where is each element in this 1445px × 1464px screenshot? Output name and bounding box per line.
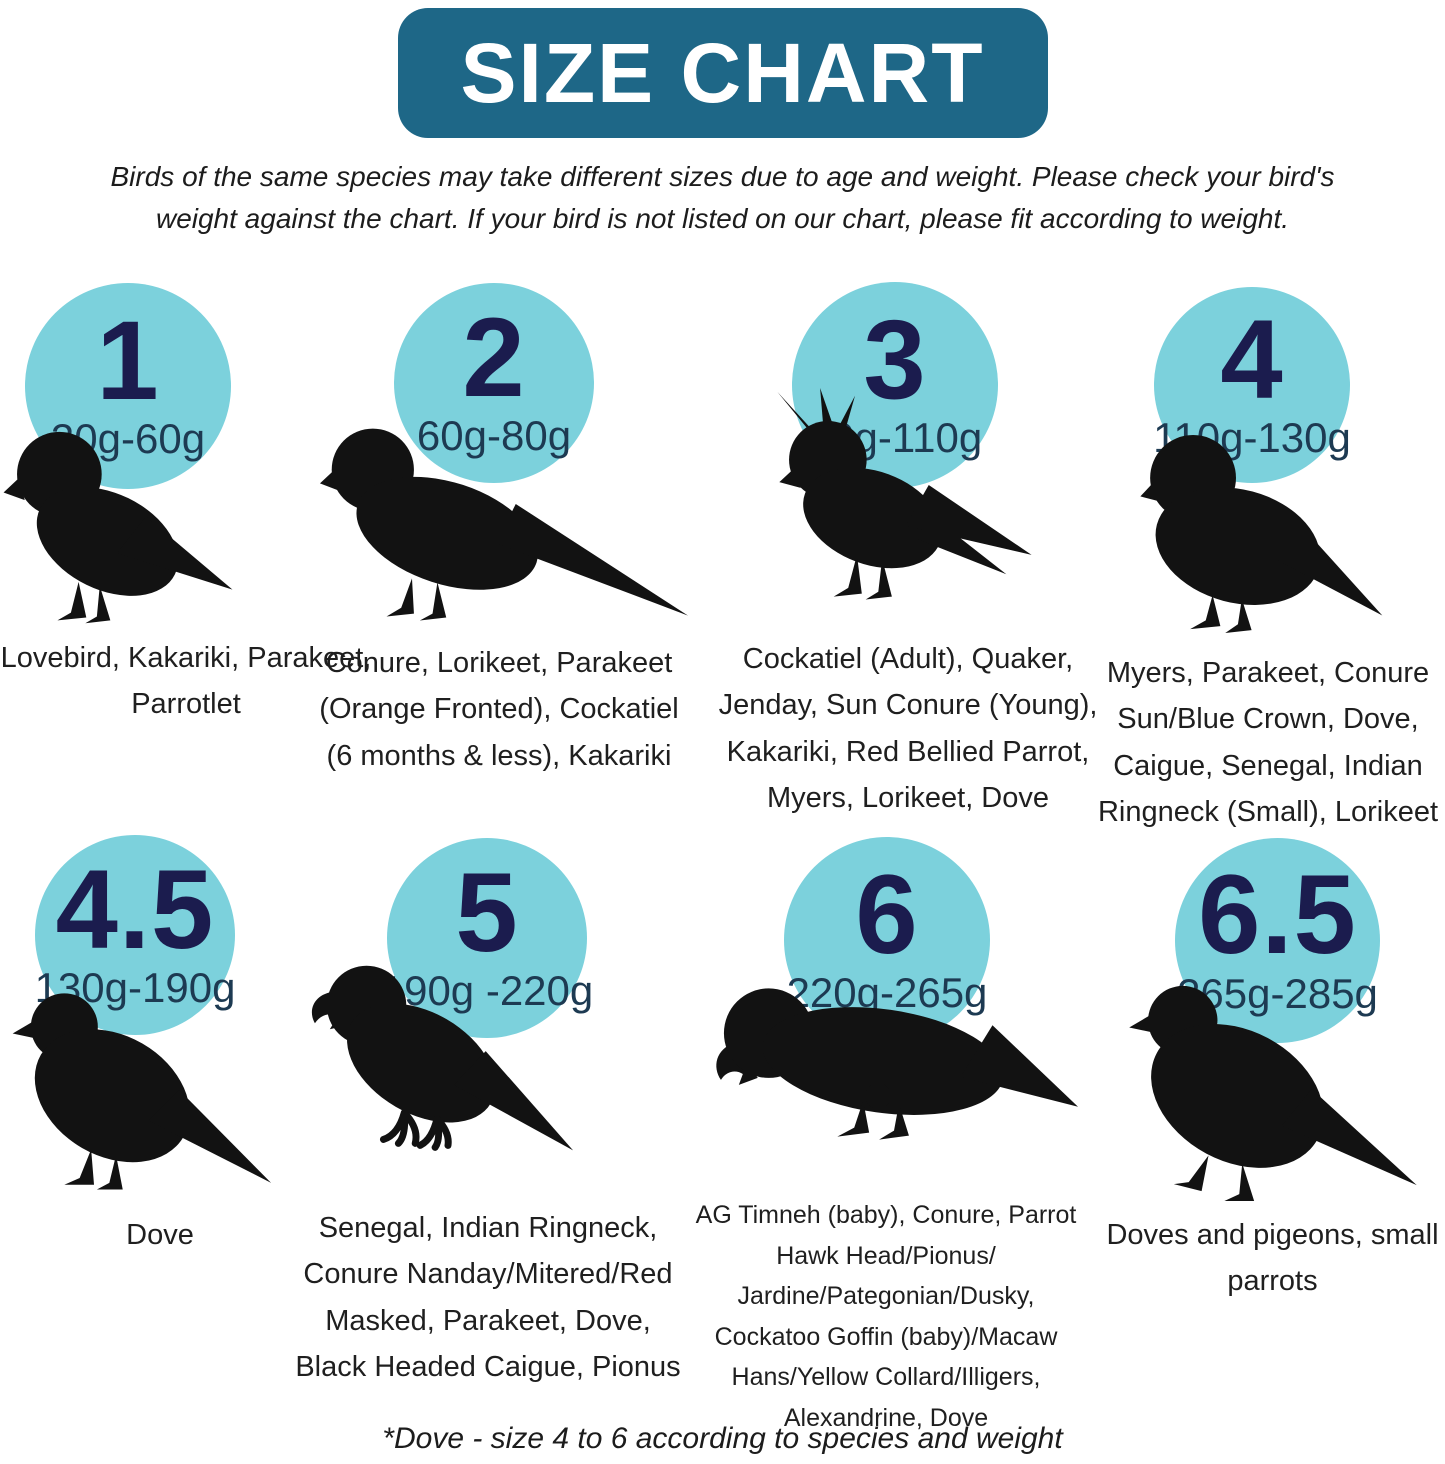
feeding-parrot-silhouette-icon xyxy=(716,988,1079,1140)
small-parrot-silhouette-icon xyxy=(1140,434,1383,633)
size-number: 6.5 xyxy=(1198,852,1357,978)
footnote: *Dove - size 4 to 6 according to species… xyxy=(382,1422,1063,1455)
cockatiel-silhouette-icon xyxy=(777,388,1032,600)
size-number: 5 xyxy=(455,849,519,975)
page-title: SIZE CHART xyxy=(460,25,985,120)
dove-silhouette-icon xyxy=(12,993,272,1190)
size-2-badge: 2 60g-80g xyxy=(394,283,594,483)
title-banner: SIZE CHART xyxy=(397,8,1048,138)
species-list: Dove xyxy=(126,1219,194,1251)
size-6-badge: 6 220g-265g xyxy=(784,837,990,1043)
weight-range: 220g-265g xyxy=(786,969,988,1017)
species-list: Doves and pigeons, small parrots xyxy=(1106,1219,1439,1298)
conure-silhouette-icon xyxy=(319,428,689,621)
species-list: Conure, Lorikeet, Parakeet (Orange Front… xyxy=(319,647,679,772)
size-number: 1 xyxy=(96,297,160,423)
weight-range: 60g-80g xyxy=(416,412,572,460)
size-4-badge: 4 110g-130g xyxy=(1153,287,1351,483)
species-list: Lovebird, Kakariki, Parakeet, Parrotlet xyxy=(0,642,372,721)
parakeet-silhouette-icon xyxy=(3,431,233,624)
species-list: Senegal, Indian Ringneck, Conure Nanday/… xyxy=(295,1212,681,1384)
weight-range: 190g -220g xyxy=(380,967,594,1015)
species-list: Myers, Parakeet, Conure Sun/Blue Crown, … xyxy=(1097,657,1439,829)
size-number: 4 xyxy=(1220,296,1284,422)
subtitle: Birds of the same species may take diffe… xyxy=(110,161,1335,234)
size-number: 2 xyxy=(462,294,526,420)
species-list: AG Timneh (baby), Conure, Parrot Hawk He… xyxy=(695,1201,1077,1432)
size-number: 4.5 xyxy=(55,846,215,972)
size-number: 3 xyxy=(863,296,927,422)
pigeon-silhouette-icon xyxy=(1129,985,1417,1202)
size-5-badge: 5 190g -220g xyxy=(381,838,593,1038)
size-number: 6 xyxy=(855,851,919,977)
perched-parrot-silhouette-icon xyxy=(311,965,574,1151)
species-list: Cockatiel (Adult), Quaker, Jenday, Sun C… xyxy=(718,643,1098,815)
